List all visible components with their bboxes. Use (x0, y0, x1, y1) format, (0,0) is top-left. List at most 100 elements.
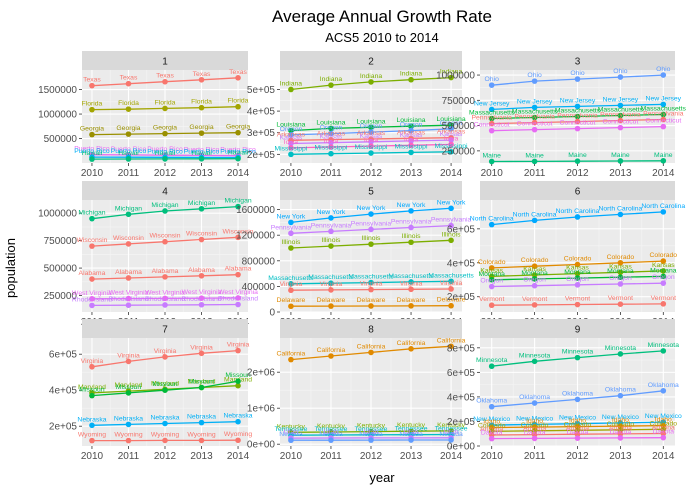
data-point (328, 303, 334, 309)
x-tick-label: 2012 (360, 168, 383, 179)
data-point (125, 421, 132, 428)
data-label: Iowa (444, 135, 459, 142)
data-point (368, 303, 374, 309)
data-point (531, 104, 538, 111)
series-california: California California California California… (277, 337, 466, 363)
series-new-jersey: New Jersey New Jersey New Jersey New Jersey… (474, 95, 682, 113)
data-point (125, 358, 132, 365)
data-point (531, 78, 538, 84)
y-tick-label: 750000 (442, 96, 476, 107)
y-axis-label: population (3, 238, 18, 298)
data-label: Maryland (114, 382, 142, 389)
data-label: Colorado (607, 254, 635, 261)
data-label: Missouri (189, 379, 215, 386)
data-point (162, 387, 168, 394)
data-label: Colorado (478, 259, 506, 266)
series-indiana: Indiana Indiana Indiana Indiana Indiana (280, 69, 463, 93)
panel-3: 3 250000 500000 750000 1000000 2010 2011 2012 20… (436, 51, 687, 179)
data-label: Hawaii (118, 150, 139, 157)
y-tick-label: 0e+00 (447, 442, 476, 453)
data-point (531, 126, 538, 133)
y-tick-label: 6e+05 (447, 368, 476, 379)
panel-5: 5040000080000012000001600000201020112012… (236, 181, 474, 328)
data-label: Minnesota (519, 352, 551, 359)
data-point (660, 258, 667, 264)
x-tick-label: 2010 (280, 168, 303, 179)
data-point (368, 279, 374, 286)
x-tick-label: 2012 (566, 168, 589, 179)
y-tick-label: 1600000 (236, 205, 275, 216)
data-point (488, 158, 495, 165)
data-label: California (317, 347, 346, 354)
facet-strip-label: 4 (162, 187, 168, 198)
data-label: Virginia (81, 358, 104, 365)
data-label: Colorado (650, 252, 678, 259)
y-tick-label: 1000000 (436, 71, 475, 82)
data-point (574, 282, 581, 288)
data-point (408, 437, 414, 443)
data-label: Virginia (154, 348, 177, 355)
data-point (448, 222, 454, 229)
facet-strip-label: 6 (575, 187, 581, 198)
data-point (368, 124, 374, 131)
data-label: Utah (284, 429, 299, 436)
data-point (660, 111, 667, 118)
data-label: Illinois (281, 239, 300, 246)
data-point (198, 384, 205, 391)
data-label: Missouri (116, 384, 142, 391)
data-point (368, 241, 374, 247)
y-tick-label: 800000 (242, 256, 276, 267)
y-tick-label: 250000 (44, 291, 78, 302)
data-label: Michigan (224, 198, 251, 205)
data-label: Wisconsin (150, 233, 181, 240)
data-label: Colorado (564, 255, 592, 262)
data-point (408, 239, 414, 246)
data-label: Oregon (360, 123, 383, 130)
data-point (288, 145, 294, 151)
data-point (368, 129, 374, 135)
data-label: Virginia (400, 280, 423, 287)
data-point (617, 259, 624, 266)
data-point (162, 295, 168, 302)
data-point (408, 279, 414, 285)
data-label: Illinois (402, 233, 421, 240)
data-label: New York (437, 199, 466, 206)
data-point (617, 431, 624, 437)
data-label: Arizona (480, 426, 503, 433)
facet-strip (82, 319, 248, 338)
data-label: Vermont (522, 296, 547, 303)
data-label: Georgia (189, 124, 213, 131)
data-point (617, 435, 624, 441)
data-point (488, 115, 495, 122)
x-tick-label: 2011 (524, 451, 546, 462)
data-point (235, 418, 241, 425)
data-label: Arkansas (277, 131, 306, 138)
series-dakota: Dakota Dakota Dakota Dakota Dakota (481, 429, 674, 442)
data-point (125, 131, 132, 137)
data-label: Pennsylvania (311, 222, 352, 229)
x-tick-label: 2014 (440, 451, 463, 462)
data-label: Nevada (359, 431, 383, 438)
data-point (235, 382, 241, 389)
y-tick-label: 500000 (44, 134, 78, 145)
data-label: Rhode Island (181, 296, 221, 303)
data-point (408, 208, 414, 214)
data-label: New Jersey (560, 97, 596, 104)
data-label: Indiana (320, 76, 343, 83)
data-label: Louisiana (316, 119, 345, 126)
data-point (531, 263, 538, 269)
data-label: Indiana (440, 69, 463, 76)
data-label: Arkansas (397, 129, 426, 136)
data-label: Puerto Rico (184, 146, 220, 153)
data-label: Idaho (612, 417, 629, 424)
data-label: North Carolina (598, 205, 642, 212)
series-iowa: Iowa Iowa Iowa Iowa Iowa (284, 135, 459, 151)
x-tick-label: 2012 (360, 451, 383, 462)
data-label: Florida (191, 99, 212, 106)
data-label: Puerto Rico (111, 148, 147, 155)
data-label: Mississippi (274, 145, 307, 152)
data-point (660, 209, 667, 215)
data-label: New York (317, 209, 346, 216)
